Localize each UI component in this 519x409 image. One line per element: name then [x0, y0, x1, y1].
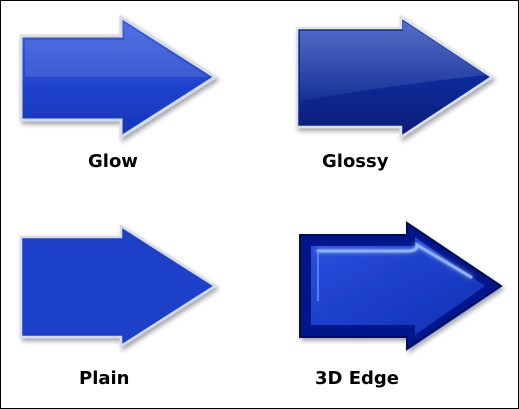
- label-plain: Plain: [79, 368, 130, 389]
- label-glow: Glow: [88, 151, 138, 172]
- plain-arrow: [19, 223, 218, 349]
- 3d-edge-arrow: [299, 221, 503, 351]
- label-3d-edge: 3D Edge: [315, 368, 400, 389]
- glow-arrow: [19, 14, 218, 140]
- glossy-arrow: [295, 14, 495, 140]
- label-glossy: Glossy: [322, 151, 389, 172]
